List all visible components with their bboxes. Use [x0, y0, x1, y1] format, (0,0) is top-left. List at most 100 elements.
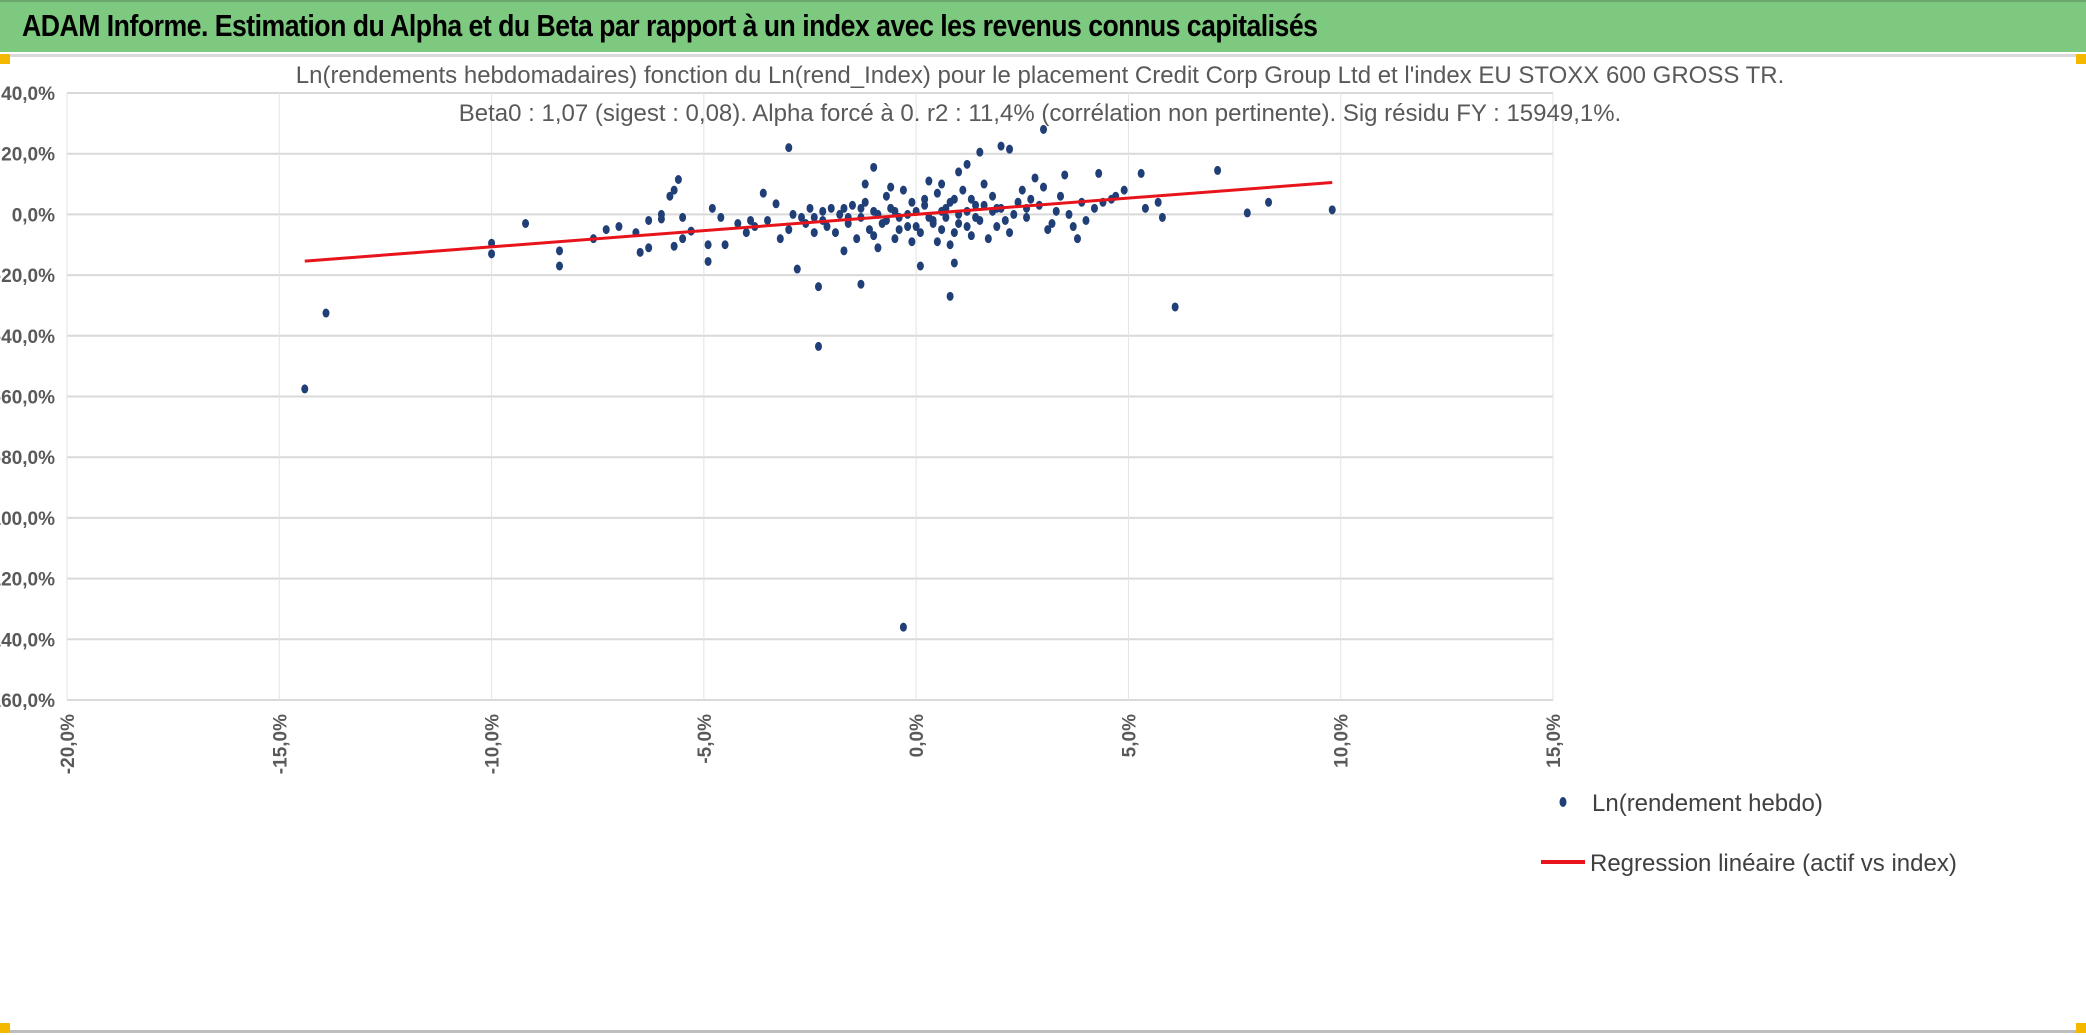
- data-point: [972, 212, 980, 222]
- report-title: ADAM Informe. Estimation du Alpha et du …: [22, 8, 1318, 43]
- data-point: [1095, 168, 1103, 178]
- data-point: [959, 185, 967, 195]
- x-tick-label: 5,0%: [1119, 714, 1140, 757]
- data-point: [1040, 182, 1048, 192]
- data-point: [861, 197, 869, 207]
- data-point: [942, 212, 950, 222]
- data-point: [1328, 205, 1336, 215]
- data-point: [1010, 209, 1018, 219]
- data-point: [823, 222, 831, 232]
- data-point: [488, 249, 496, 259]
- data-point: [1154, 197, 1162, 207]
- data-point: [615, 222, 623, 232]
- data-point: [976, 147, 984, 157]
- data-point: [645, 243, 653, 253]
- data-point: [798, 212, 806, 222]
- data-point: [925, 212, 933, 222]
- data-point: [972, 200, 980, 210]
- data-point: [1044, 225, 1052, 235]
- data-point: [933, 188, 941, 198]
- data-point: [679, 212, 687, 222]
- data-point: [1027, 194, 1035, 204]
- data-point: [806, 203, 814, 213]
- data-point: [967, 194, 975, 204]
- resize-handle-top-left[interactable]: [0, 54, 10, 64]
- y-tick-label: -80,0%: [0, 448, 55, 469]
- data-point: [870, 162, 878, 172]
- y-tick-label: -20,0%: [0, 266, 55, 287]
- x-tick-label: 0,0%: [907, 714, 928, 757]
- data-point: [747, 215, 755, 225]
- data-point: [857, 279, 865, 289]
- resize-handle-bottom-right[interactable]: [2076, 1023, 2086, 1033]
- chart-subtitle: Beta0 : 1,07 (sigest : 0,08). Alpha forc…: [459, 100, 1621, 127]
- data-point: [645, 215, 653, 225]
- resize-handle-top-right[interactable]: [2076, 54, 2086, 64]
- data-point: [793, 264, 801, 274]
- data-point: [1006, 144, 1014, 154]
- data-point: [704, 240, 712, 250]
- data-point: [950, 228, 958, 238]
- data-point: [891, 234, 899, 244]
- data-point: [874, 243, 882, 253]
- data-point: [836, 209, 844, 219]
- x-tick-label: 15,0%: [1544, 714, 1565, 768]
- data-point: [899, 185, 907, 195]
- data-point: [1137, 168, 1145, 178]
- data-point: [870, 231, 878, 241]
- data-point: [1031, 173, 1039, 183]
- data-point: [904, 222, 912, 232]
- data-point: [963, 222, 971, 232]
- legend: Ln(rendement hebdo) Regression linéaire …: [1541, 790, 1957, 877]
- x-tick-label: -5,0%: [695, 714, 716, 764]
- data-point: [1158, 212, 1166, 222]
- data-point: [938, 225, 946, 235]
- data-point: [853, 234, 861, 244]
- data-point: [301, 384, 309, 394]
- data-point: [1120, 185, 1128, 195]
- data-point: [789, 209, 797, 219]
- x-tick-label: 10,0%: [1332, 714, 1353, 768]
- data-point: [734, 219, 742, 229]
- y-tick-label: -100,0%: [0, 509, 55, 530]
- data-point: [895, 225, 903, 235]
- legend-marker-points: [1559, 797, 1567, 807]
- data-point: [1052, 206, 1060, 216]
- data-point: [908, 237, 916, 247]
- y-tick-label: 20,0%: [1, 145, 55, 166]
- data-point: [1048, 219, 1056, 229]
- data-point: [1018, 185, 1026, 195]
- resize-handle-bottom-left[interactable]: [0, 1023, 10, 1033]
- data-point: [840, 246, 848, 256]
- chart-frame: [0, 54, 2086, 1033]
- data-point: [666, 191, 674, 201]
- data-point: [814, 341, 822, 351]
- y-tick-label: -40,0%: [0, 327, 55, 348]
- data-point: [882, 191, 890, 201]
- data-point: [921, 194, 929, 204]
- data-point: [840, 203, 848, 213]
- data-point: [602, 225, 610, 235]
- data-point: [946, 291, 954, 301]
- data-point: [556, 261, 564, 271]
- data-point: [1065, 209, 1073, 219]
- y-tick-label: -120,0%: [0, 570, 55, 591]
- y-tick-label: 0,0%: [12, 205, 55, 226]
- data-point: [1243, 208, 1251, 218]
- data-point: [1090, 203, 1098, 213]
- data-point: [887, 182, 895, 192]
- data-point: [857, 203, 865, 213]
- y-tick-label: -60,0%: [0, 388, 55, 409]
- data-point: [785, 225, 793, 235]
- regression-line: [304, 181, 1333, 263]
- x-tick-label: -20,0%: [58, 714, 79, 774]
- chart-title: Ln(rendements hebdomadaires) fonction du…: [296, 62, 1784, 89]
- data-point: [963, 159, 971, 169]
- data-point: [679, 234, 687, 244]
- data-point: [772, 199, 780, 209]
- data-point: [989, 191, 997, 201]
- data-point: [1001, 215, 1009, 225]
- data-point: [916, 261, 924, 271]
- data-point: [814, 282, 822, 292]
